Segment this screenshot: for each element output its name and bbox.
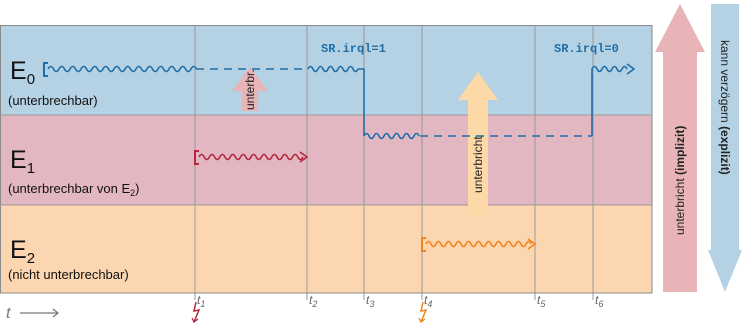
- irql-clear-label: SR.irql=0: [554, 42, 619, 56]
- tick-label-t1: t1: [197, 293, 205, 309]
- tick-label-t6: t6: [595, 293, 603, 309]
- explicit-delay-arrow: [708, 4, 742, 292]
- time-axis-label: t: [6, 305, 11, 322]
- time-axis-arrow: [20, 308, 59, 318]
- lightning-e1-tip-icon: [191, 317, 199, 323]
- lightning-e1-icon: [193, 301, 201, 323]
- level-e1-desc: (unterbrechbar von E2): [8, 181, 139, 198]
- e2-timeline: [421, 237, 537, 252]
- level-e2-desc: (nicht unterbrechbar): [8, 267, 129, 282]
- implicit-interrupt-label: unterbricht (implizit): [673, 126, 687, 235]
- explicit-delay-label: kann verzögern (explizit): [718, 40, 732, 175]
- tick-label-t2: t2: [309, 293, 317, 309]
- interrupt-arrow-long: [458, 72, 498, 215]
- interrupt-arrow-short: [232, 67, 268, 111]
- level-e0-label: E0: [10, 57, 35, 88]
- e0-timeline: [43, 62, 636, 140]
- band-e2: [0, 205, 652, 293]
- e1-timeline: [194, 150, 309, 165]
- tick-label-t5: t5: [537, 293, 546, 309]
- lightning-e2-tip-icon: [418, 317, 426, 323]
- level-e2-label: E2: [10, 236, 35, 267]
- interrupt-arrow-long-label: unterbricht: [471, 136, 485, 193]
- diagram-frame: [0, 25, 653, 294]
- tick-label-t4: t4: [424, 293, 432, 309]
- interrupt-arrow-short-label: unterbr.: [243, 69, 257, 110]
- band-e1: [0, 115, 652, 205]
- lightning-e2-icon: [420, 301, 428, 323]
- level-e0-desc: (unterbrechbar): [8, 93, 98, 108]
- level-e1-label: E1: [10, 146, 35, 177]
- implicit-interrupt-arrow: [655, 4, 705, 292]
- tick-label-t3: t3: [366, 293, 374, 309]
- irql-set-label: SR.irql=1: [321, 42, 386, 56]
